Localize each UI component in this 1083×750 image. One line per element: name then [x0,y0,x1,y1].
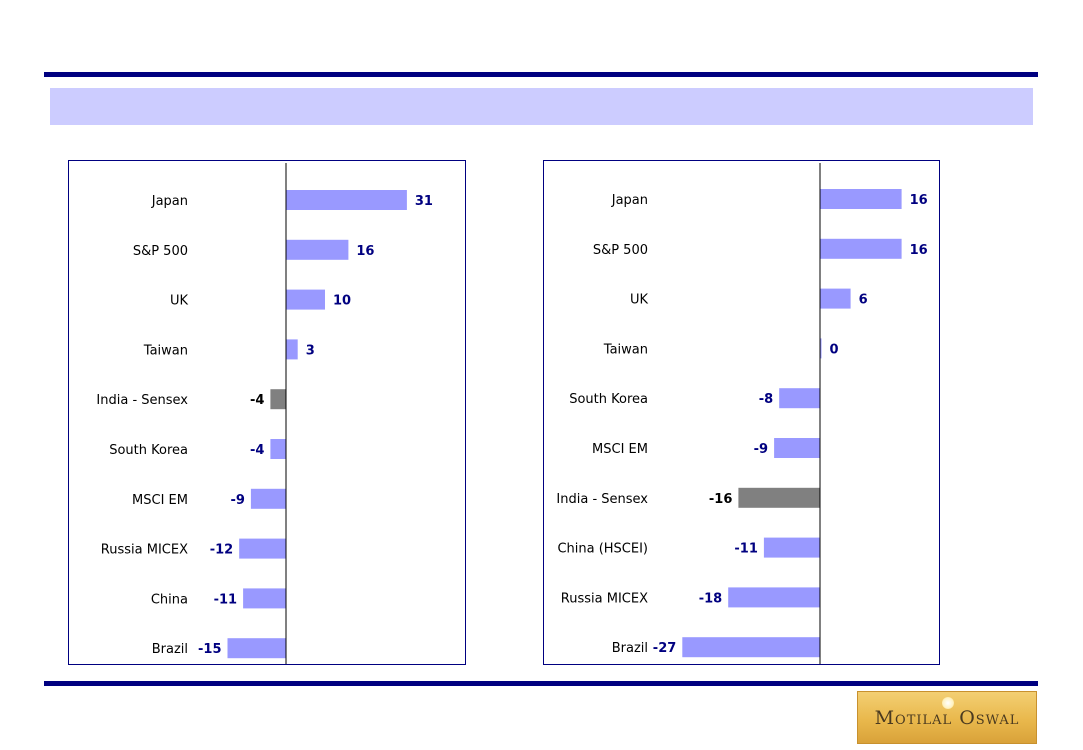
bar-india-sensex [738,487,820,508]
value-label: -12 [210,543,234,558]
bar-south-korea [779,388,820,409]
bar-s-p-500 [286,239,349,260]
right-chart-panel: Japan 16 S&P 500 16 UK 6 Taiwan 0 South Korea -8 M… [543,160,940,665]
category-label: MSCI EM [132,493,188,508]
value-label: 16 [910,193,928,208]
category-label: S&P 500 [593,243,648,258]
category-label: India - Sensex [96,393,188,408]
category-label: S&P 500 [133,244,188,259]
value-label: -4 [250,443,264,458]
value-label: 3 [306,343,315,358]
category-label: South Korea [109,443,188,458]
category-label: Japan [611,193,648,208]
bar-s-p-500 [820,238,902,259]
category-label: Japan [151,194,188,209]
bar-brazil [227,638,286,659]
value-label: -9 [754,442,768,457]
category-label: India - Sensex [556,492,648,507]
top-rule [44,72,1038,77]
bar-brazil [682,637,820,658]
value-label: -16 [709,492,733,507]
bar-china-hscei [763,537,820,558]
category-label: Russia MICEX [561,591,648,606]
sun-icon [942,697,954,709]
bar-msci-em [250,488,286,509]
bar-taiwan [286,339,298,360]
category-label: South Korea [569,392,648,407]
bar-china [243,588,286,609]
category-label: China (HSCEI) [557,542,648,557]
bar-russia-micex [728,587,820,608]
left-chart-panel: Japan 31 S&P 500 16 UK 10 Taiwan 3 India - Sense… [68,160,466,665]
value-label: 31 [415,194,433,209]
value-label: 6 [859,293,868,308]
value-label: 16 [356,244,374,259]
title-banner [50,88,1033,125]
bar-taiwan [820,338,822,359]
category-label: China [151,592,188,607]
value-label: 0 [830,342,839,357]
bar-uk [820,288,851,309]
category-label: Russia MICEX [101,543,188,558]
value-label: -18 [699,591,723,606]
value-label: -8 [759,392,773,407]
category-label: MSCI EM [592,442,648,457]
category-label: Brazil [612,641,648,656]
bar-uk [286,289,325,310]
bar-japan [820,189,902,209]
bar-japan [286,190,407,210]
value-label: -27 [653,641,677,656]
category-label: UK [170,294,189,309]
category-label: Taiwan [603,342,648,357]
category-label: Brazil [152,642,188,657]
value-label: -11 [214,592,238,607]
bottom-rule [44,681,1038,686]
category-label: UK [630,293,649,308]
left-bar-chart: Japan 31 S&P 500 16 UK 10 Taiwan 3 India - Sense… [96,163,433,664]
value-label: 10 [333,294,351,309]
bar-india-sensex [270,389,286,410]
motilal-oswal-logo: Motilal Oswal [857,691,1037,744]
value-label: -4 [250,393,264,408]
value-label: 16 [910,243,928,258]
logo-text: Motilal Oswal [874,707,1020,729]
category-label: Taiwan [143,343,188,358]
bar-south-korea [270,439,286,459]
right-bar-chart: Japan 16 S&P 500 16 UK 6 Taiwan 0 South Korea -8 M… [556,163,928,664]
bar-russia-micex [239,538,286,559]
value-label: -9 [230,493,244,508]
value-label: -15 [198,642,222,657]
value-label: -11 [734,542,758,557]
bar-msci-em [774,438,820,458]
